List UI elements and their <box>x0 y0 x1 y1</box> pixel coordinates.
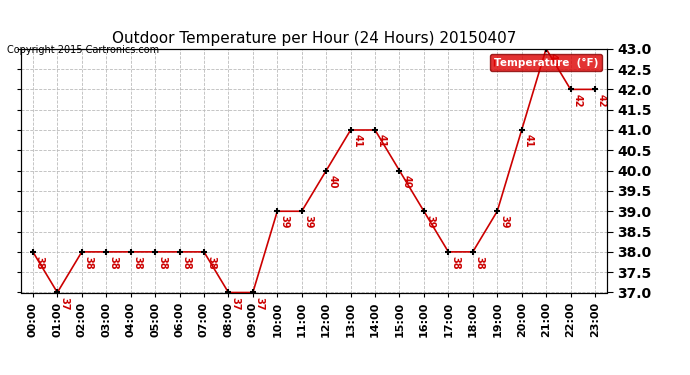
Text: 38: 38 <box>132 256 143 270</box>
Legend: Temperature  (°F): Temperature (°F) <box>491 54 602 71</box>
Text: 43: 43 <box>548 53 558 66</box>
Text: 37: 37 <box>230 297 240 310</box>
Text: Copyright 2015 Cartronics.com: Copyright 2015 Cartronics.com <box>7 45 159 55</box>
Text: 41: 41 <box>377 134 387 148</box>
Text: 38: 38 <box>181 256 192 270</box>
Text: 42: 42 <box>597 93 607 107</box>
Text: 39: 39 <box>499 215 509 229</box>
Text: 38: 38 <box>157 256 167 270</box>
Title: Outdoor Temperature per Hour (24 Hours) 20150407: Outdoor Temperature per Hour (24 Hours) … <box>112 31 516 46</box>
Text: 38: 38 <box>35 256 45 270</box>
Text: 38: 38 <box>108 256 118 270</box>
Text: 39: 39 <box>279 215 289 229</box>
Text: 40: 40 <box>328 175 338 188</box>
Text: 38: 38 <box>206 256 216 270</box>
Text: 41: 41 <box>524 134 533 148</box>
Text: 37: 37 <box>59 297 69 310</box>
Text: 39: 39 <box>304 215 314 229</box>
Text: 38: 38 <box>451 256 460 270</box>
Text: 42: 42 <box>573 93 582 107</box>
Text: 39: 39 <box>426 215 436 229</box>
Text: 40: 40 <box>402 175 411 188</box>
Text: 38: 38 <box>475 256 485 270</box>
Text: 37: 37 <box>255 297 265 310</box>
Text: 38: 38 <box>83 256 94 270</box>
Text: 41: 41 <box>353 134 362 148</box>
